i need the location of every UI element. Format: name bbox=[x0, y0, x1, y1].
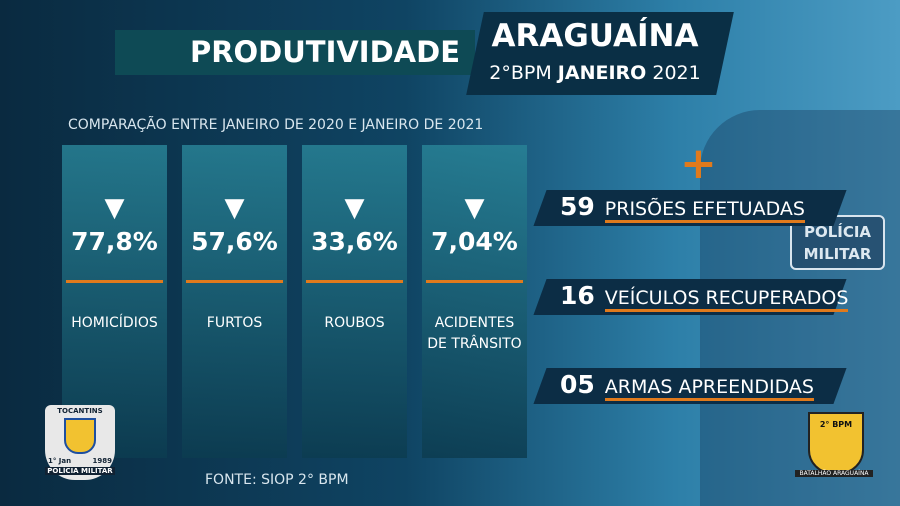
card: ▼ 57,6% FURTOS bbox=[182, 145, 287, 458]
month: JANEIRO bbox=[557, 62, 647, 84]
logo-text: 1989 bbox=[92, 457, 112, 465]
unit: 2°BPM bbox=[489, 62, 552, 84]
plus-icon: + bbox=[680, 138, 717, 189]
stat-word: VEÍCULOS bbox=[604, 287, 700, 309]
down-arrow: ▼ bbox=[224, 193, 245, 223]
card: ▼ 33,6% ROUBOS bbox=[302, 145, 407, 458]
stat-number: 59 bbox=[560, 192, 595, 221]
period: 2°BPM JANEIRO 2021 bbox=[470, 62, 720, 84]
logo-text: 2° BPM bbox=[819, 420, 853, 429]
stat-label: ARMAS APREENDIDAS bbox=[604, 376, 814, 401]
stat-label: PRISÕES EFETUADAS bbox=[604, 198, 805, 223]
stat-rest: APREENDIDAS bbox=[678, 376, 814, 398]
down-arrow: ▼ bbox=[344, 193, 365, 223]
stat-text: 05 ARMAS APREENDIDAS bbox=[560, 370, 814, 401]
vest-text: POLÍCIA bbox=[803, 223, 872, 241]
stat-number: 05 bbox=[560, 370, 595, 399]
stat-row: 59 PRISÕES EFETUADAS bbox=[533, 190, 847, 226]
stat-rest: RECUPERADOS bbox=[705, 287, 849, 309]
card-divider bbox=[66, 280, 163, 283]
card-label: ACIDENTES DE TRÂNSITO bbox=[427, 315, 522, 352]
source: FONTE: SIOP 2° BPM bbox=[205, 472, 349, 488]
down-arrow: ▼ bbox=[104, 193, 125, 223]
year: 2021 bbox=[652, 62, 701, 84]
logo-left: TOCANTINS 1° Jan 1989 POLÍCIA MILITAR bbox=[45, 405, 115, 480]
stat-word: ARMAS bbox=[604, 376, 673, 398]
card-value: 7,04% bbox=[431, 227, 518, 256]
card-value: 77,8% bbox=[71, 227, 158, 256]
subtitle: COMPARAÇÃO ENTRE JANEIRO DE 2020 E JANEI… bbox=[68, 117, 484, 133]
logo-right: 2° BPM bbox=[808, 412, 864, 474]
vest-text: MILITAR bbox=[803, 245, 872, 263]
stat-rest: EFETUADAS bbox=[692, 198, 805, 220]
card-label: ROUBOS bbox=[324, 315, 385, 331]
logo-text: POLÍCIA MILITAR bbox=[45, 467, 115, 475]
card-divider bbox=[426, 280, 523, 283]
stat-text: 59 PRISÕES EFETUADAS bbox=[560, 192, 805, 223]
stat-row: 05 ARMAS APREENDIDAS bbox=[533, 368, 847, 404]
down-arrow: ▼ bbox=[464, 193, 485, 223]
stat-number: 16 bbox=[560, 281, 595, 310]
logo-text: 1° Jan bbox=[48, 457, 72, 465]
card-label: FURTOS bbox=[206, 315, 263, 331]
city: ARAGUAÍNA bbox=[491, 18, 699, 54]
title: PRODUTIVIDADE bbox=[189, 35, 460, 69]
stat-row: 16 VEÍCULOS RECUPERADOS bbox=[533, 279, 849, 315]
card: ▼ 7,04% ACIDENTES DE TRÂNSITO bbox=[422, 145, 527, 458]
logo-text: BATALHÃO ARAGUAÍNA bbox=[795, 470, 873, 477]
stat-word: PRISÕES bbox=[604, 198, 687, 220]
card-label: HOMICÍDIOS bbox=[71, 315, 158, 331]
card-divider bbox=[186, 280, 283, 283]
card-value: 57,6% bbox=[191, 227, 278, 256]
title-banner bbox=[115, 30, 475, 75]
logo-text: TOCANTINS bbox=[57, 407, 103, 415]
stat-label: VEÍCULOS RECUPERADOS bbox=[604, 287, 849, 312]
card-value: 33,6% bbox=[311, 227, 398, 256]
stat-text: 16 VEÍCULOS RECUPERADOS bbox=[560, 281, 849, 312]
card-divider bbox=[306, 280, 403, 283]
